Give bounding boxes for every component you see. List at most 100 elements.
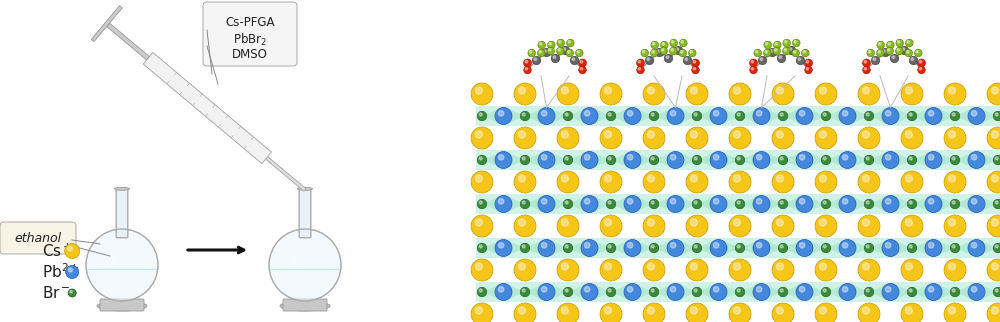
Circle shape — [577, 51, 579, 53]
Circle shape — [565, 113, 568, 116]
Circle shape — [501, 245, 504, 248]
Circle shape — [649, 155, 659, 165]
Circle shape — [729, 127, 751, 149]
Circle shape — [907, 155, 917, 165]
Circle shape — [928, 110, 934, 116]
Circle shape — [563, 111, 573, 121]
Circle shape — [548, 41, 555, 49]
Circle shape — [604, 263, 611, 270]
Circle shape — [477, 155, 487, 165]
Circle shape — [627, 287, 633, 292]
Circle shape — [710, 283, 727, 300]
Circle shape — [661, 49, 664, 51]
FancyBboxPatch shape — [476, 238, 1000, 258]
Circle shape — [587, 289, 590, 292]
Circle shape — [866, 245, 869, 248]
Circle shape — [819, 87, 826, 94]
Circle shape — [495, 151, 512, 168]
Circle shape — [714, 155, 723, 165]
Circle shape — [819, 263, 826, 270]
Circle shape — [864, 68, 867, 70]
Circle shape — [968, 283, 985, 300]
Circle shape — [518, 263, 525, 270]
Circle shape — [585, 111, 594, 121]
Circle shape — [819, 307, 826, 314]
Circle shape — [987, 127, 1000, 149]
Polygon shape — [912, 283, 955, 301]
Circle shape — [471, 127, 493, 149]
Circle shape — [627, 242, 633, 248]
Polygon shape — [654, 195, 697, 213]
Circle shape — [792, 39, 800, 47]
Circle shape — [885, 155, 891, 160]
Circle shape — [751, 68, 754, 70]
Circle shape — [845, 157, 848, 160]
Circle shape — [885, 199, 891, 204]
Circle shape — [600, 171, 622, 193]
Circle shape — [729, 171, 751, 193]
Polygon shape — [525, 195, 568, 213]
Circle shape — [686, 83, 708, 105]
Circle shape — [929, 243, 938, 253]
Polygon shape — [568, 283, 611, 301]
Circle shape — [972, 199, 981, 209]
Circle shape — [649, 243, 659, 253]
Circle shape — [948, 263, 955, 270]
Circle shape — [475, 131, 482, 138]
Text: ethanol: ethanol — [14, 232, 62, 244]
Circle shape — [733, 87, 740, 94]
Circle shape — [929, 199, 938, 209]
Circle shape — [798, 58, 801, 61]
Circle shape — [651, 157, 654, 160]
Circle shape — [585, 243, 594, 253]
Circle shape — [779, 56, 782, 59]
Text: PbBr$_2$: PbBr$_2$ — [233, 32, 267, 48]
Circle shape — [866, 289, 869, 292]
Polygon shape — [143, 52, 272, 164]
Circle shape — [759, 157, 762, 160]
Circle shape — [624, 151, 641, 168]
Circle shape — [750, 59, 758, 67]
Circle shape — [866, 157, 869, 160]
Circle shape — [819, 219, 826, 226]
Circle shape — [944, 171, 966, 193]
Circle shape — [600, 215, 622, 237]
Circle shape — [905, 219, 912, 226]
Circle shape — [576, 49, 583, 57]
Circle shape — [587, 245, 590, 248]
Circle shape — [972, 111, 981, 121]
Circle shape — [553, 56, 556, 59]
Circle shape — [907, 111, 917, 121]
Circle shape — [676, 48, 679, 51]
Circle shape — [796, 195, 813, 213]
Circle shape — [580, 61, 583, 63]
Circle shape — [845, 113, 848, 116]
Circle shape — [772, 127, 794, 149]
Circle shape — [863, 66, 870, 74]
Circle shape — [713, 287, 719, 292]
Circle shape — [579, 66, 586, 74]
Circle shape — [862, 307, 869, 314]
FancyBboxPatch shape — [476, 281, 1000, 302]
Circle shape — [931, 289, 934, 292]
Circle shape — [780, 113, 783, 116]
Circle shape — [971, 155, 977, 160]
Polygon shape — [611, 239, 654, 257]
Circle shape — [905, 87, 912, 94]
Circle shape — [772, 259, 794, 281]
Circle shape — [647, 87, 654, 94]
Circle shape — [604, 219, 611, 226]
Circle shape — [887, 49, 890, 51]
Circle shape — [842, 199, 848, 204]
Polygon shape — [912, 239, 955, 257]
Circle shape — [606, 287, 616, 297]
Circle shape — [757, 287, 766, 297]
Circle shape — [520, 287, 530, 297]
Circle shape — [68, 246, 72, 251]
Circle shape — [565, 245, 568, 248]
Circle shape — [713, 199, 719, 204]
Circle shape — [608, 113, 611, 116]
Circle shape — [499, 111, 508, 121]
Circle shape — [776, 175, 783, 182]
Circle shape — [539, 43, 542, 45]
